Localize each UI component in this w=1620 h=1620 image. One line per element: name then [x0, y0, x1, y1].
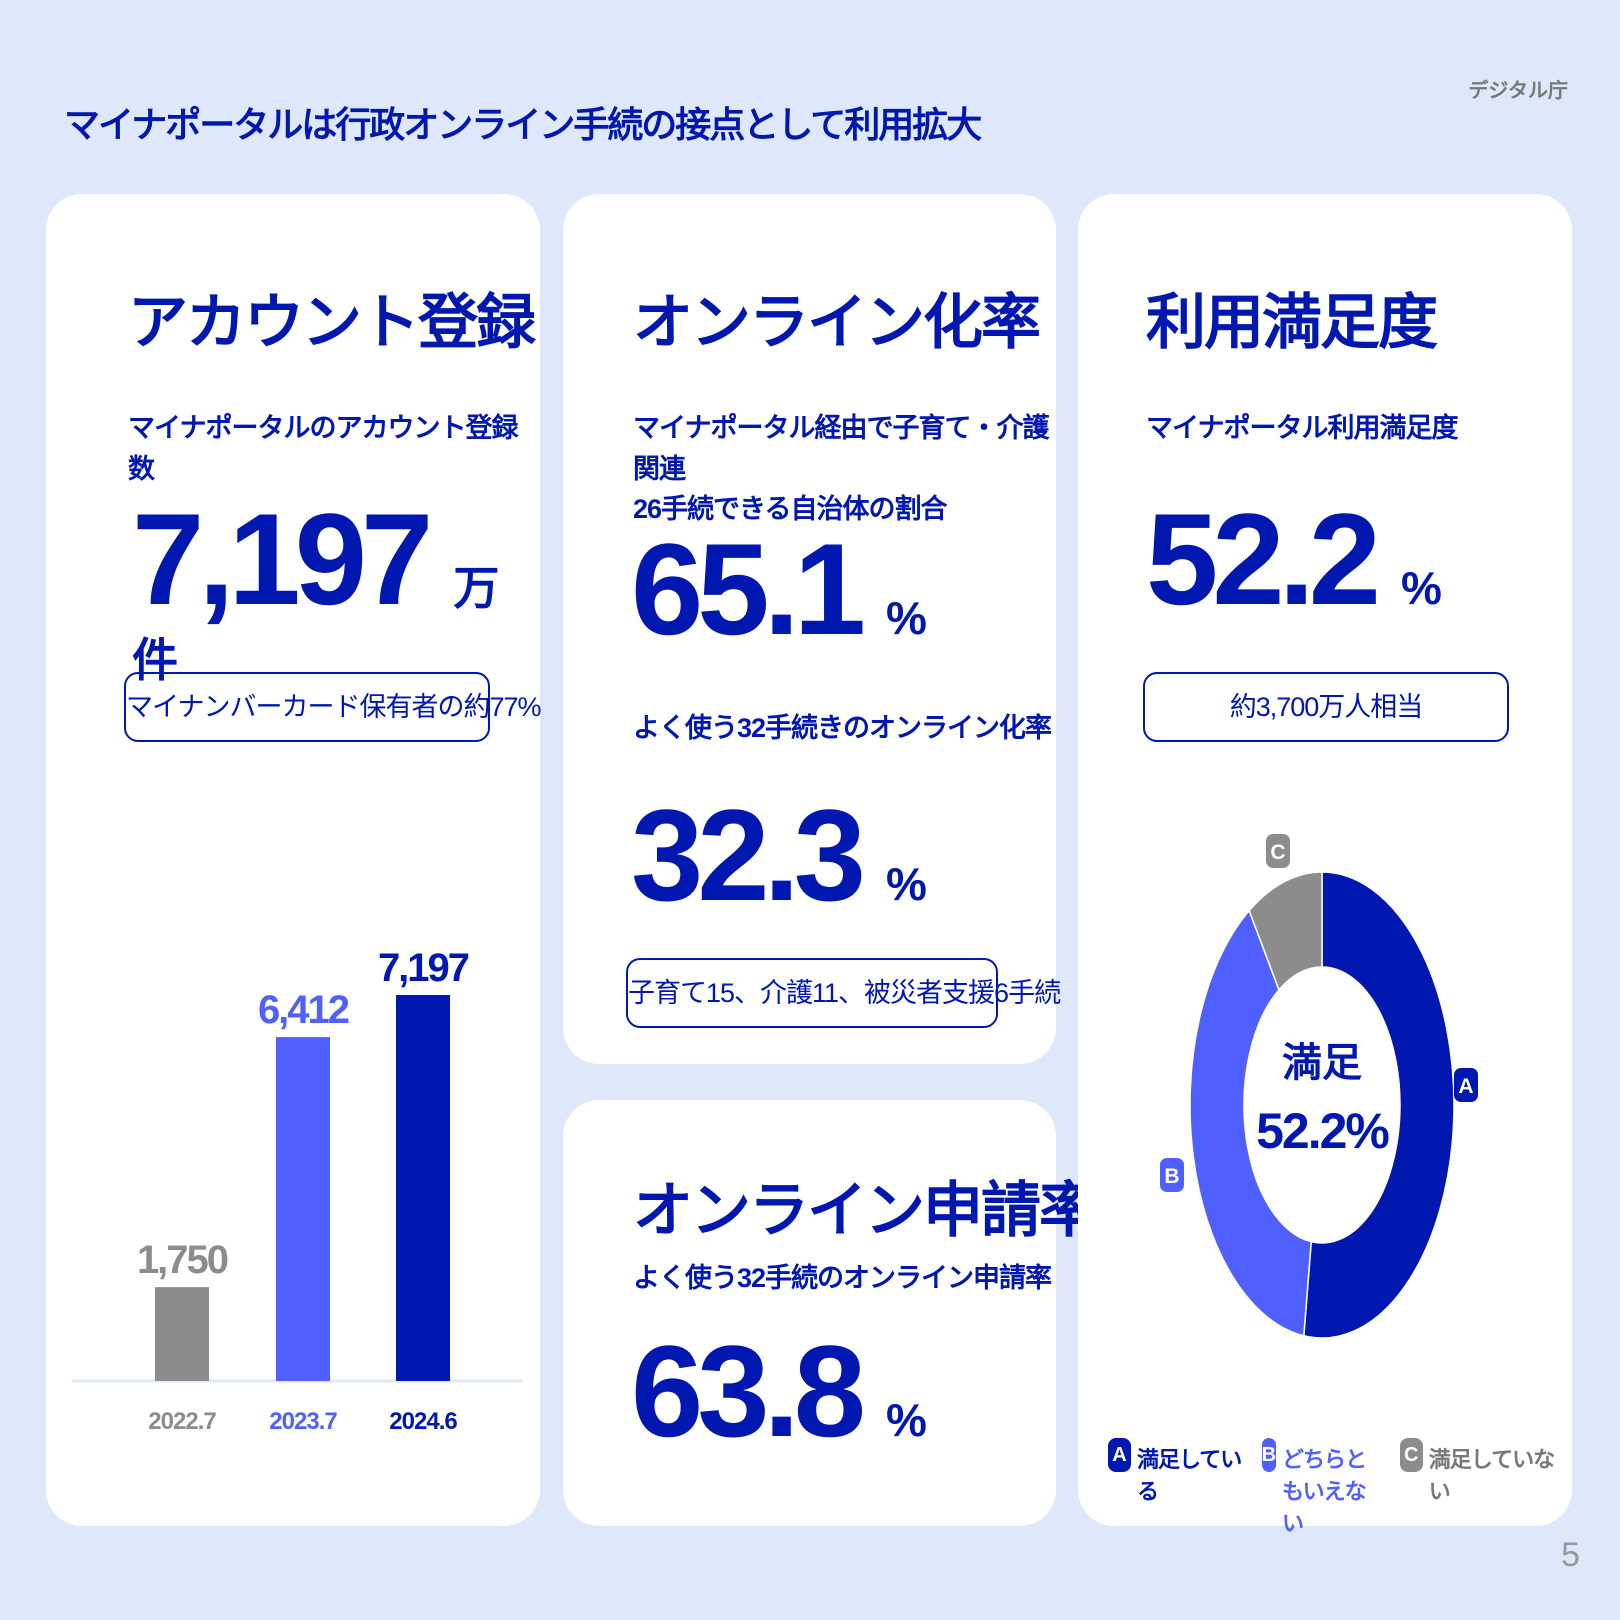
donut-center-label: 満足: [1282, 1041, 1362, 1085]
account-bar-chart: 1,750 2022.7 6,412 2023.7 7,197 2024.6: [72, 946, 522, 1435]
account-unit: 万件: [132, 562, 499, 686]
legend-item-c: C 満足していない: [1399, 1438, 1558, 1538]
x-tick-label: 2024.6: [389, 1408, 457, 1435]
donut-tag-A-icon: [1454, 1068, 1478, 1102]
online-rate-subtitle-line2: 26手続できる自治体の割合: [633, 494, 948, 524]
legend-label: どちらともいえない: [1282, 1447, 1367, 1536]
account-card: アカウント登録 マイナポータルのアカウント登録数 7,197 万件 マイナンバーカ…: [46, 194, 542, 1526]
legend-item-a: A 満足している: [1108, 1438, 1248, 1538]
donut-tag-label: B: [1164, 1165, 1179, 1188]
online-rate-heading: オンライン化率: [633, 289, 1041, 356]
bar-2024.6: [396, 995, 450, 1381]
online-rate-value-32: 32.3: [631, 782, 866, 928]
donut-slice-B: [1189, 909, 1313, 1337]
online-rate-value-row: 65.1%: [631, 524, 927, 654]
account-heading: アカウント登録: [128, 289, 536, 356]
account-subtitle: マイナポータルのアカウント登録数: [128, 413, 518, 484]
tag-a-icon: A: [1108, 1438, 1131, 1472]
donut-tag-label: C: [1270, 841, 1285, 864]
x-tick-label: 2022.7: [148, 1408, 216, 1435]
donut-tag-label: A: [1458, 1075, 1473, 1098]
tag-c-icon: C: [1399, 1438, 1423, 1472]
bar-value-label: 6,412: [258, 988, 349, 1032]
account-note: マイナンバーカード保有者の約77%: [124, 672, 542, 742]
online-rate-value: 65.1: [631, 516, 866, 662]
online-rate-subtitle-line1: マイナポータル経由で子育て・介護関連: [633, 413, 1049, 484]
percent-unit: %: [1401, 562, 1442, 614]
percent-unit: %: [886, 592, 927, 644]
satisfaction-value-row: 52.2%: [1146, 494, 1442, 624]
donut-slice-C: [1248, 871, 1323, 992]
donut-tag-C-icon: [1266, 834, 1290, 868]
donut-center: 満足 52.2%: [1242, 1030, 1402, 1160]
legend-label: 満足していない: [1428, 1447, 1555, 1504]
satisfaction-donut-chart: A B C: [1160, 834, 1478, 1339]
percent-unit: %: [886, 858, 927, 910]
satisfaction-heading: 利用満足度: [1146, 289, 1438, 356]
organization-logo: デジタル庁: [1468, 80, 1568, 102]
application-rate-value-row: 63.8%: [631, 1326, 927, 1456]
satisfaction-value: 52.2: [1146, 486, 1381, 632]
bar-value-label: 7,197: [378, 946, 469, 990]
bar-value-label: 1,750: [137, 1238, 228, 1282]
online-rate-subtitle-32: よく使う32手続きのオンライン化率: [633, 713, 1052, 743]
account-value-row: 7,197 万件: [132, 494, 540, 690]
page-title: マイナポータルは行政オンライン手続の接点として利用拡大: [64, 104, 982, 145]
online-rate-note: 子育て15、介護11、被災者支援6手続: [626, 958, 1061, 1028]
legend-label: 満足している: [1136, 1447, 1242, 1504]
page-number: 5: [1561, 1536, 1580, 1574]
x-tick-label: 2023.7: [269, 1408, 337, 1435]
online-rate-card: オンライン化率 マイナポータル経由で子育て・介護関連 26手続できる自治体の割合…: [563, 194, 1061, 1064]
bar-2023.7: [276, 1037, 330, 1381]
percent-unit: %: [886, 1394, 927, 1446]
online-rate-value2-row: 32.3%: [631, 790, 927, 920]
application-rate-subtitle: よく使う32手続のオンライン申請率: [633, 1263, 1052, 1293]
application-rate-heading: オンライン申請率: [633, 1177, 1099, 1244]
application-rate-value: 63.8: [631, 1318, 866, 1464]
bar-2022.7: [155, 1287, 209, 1381]
donut-tag-B-icon: [1160, 1158, 1184, 1192]
satisfaction-note: 約3,700万人相当: [1143, 672, 1509, 742]
donut-center-value: 52.2%: [1256, 1103, 1390, 1159]
online-rate-subtitle: マイナポータル経由で子育て・介護関連 26手続できる自治体の割合: [633, 408, 1056, 530]
account-value: 7,197: [132, 486, 433, 632]
satisfaction-subtitle: マイナポータル利用満足度: [1146, 413, 1458, 443]
tag-b-icon: B: [1261, 1438, 1277, 1472]
application-rate-card: オンライン申請率 よく使う32手続のオンライン申請率 63.8%: [563, 1100, 1099, 1526]
donut-slice-A: [1303, 871, 1455, 1339]
legend-item-b: B どちらともいえない: [1261, 1438, 1386, 1538]
donut-legend: A 満足している B どちらともいえない C 満足していない: [1108, 1438, 1558, 1538]
